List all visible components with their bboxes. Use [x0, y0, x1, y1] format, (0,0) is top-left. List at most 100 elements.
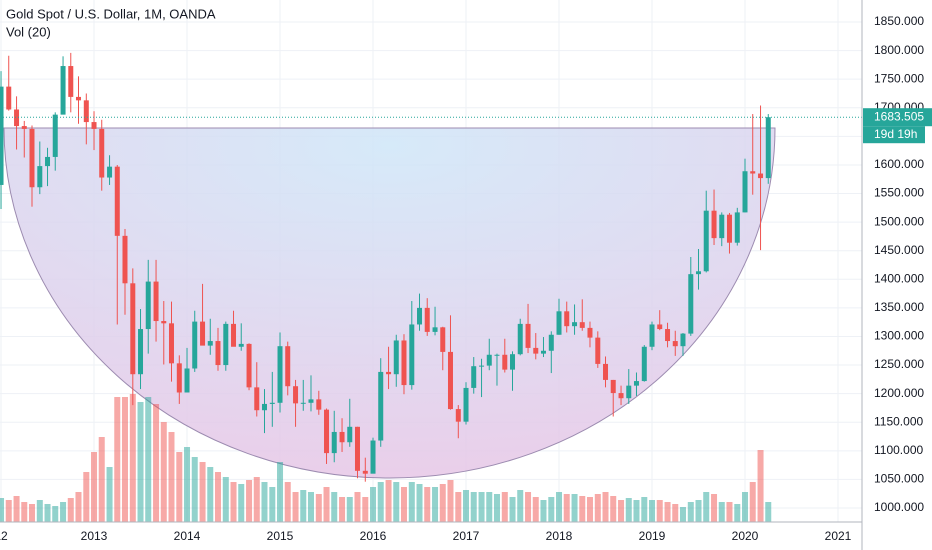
volume-bar: [424, 487, 431, 522]
candle-body: [726, 214, 732, 243]
candle-body: [107, 166, 113, 178]
candle-body: [231, 323, 237, 347]
candle-body: [246, 343, 252, 388]
candle-body: [734, 212, 740, 243]
volume-bar: [137, 402, 144, 522]
volume-bar: [749, 482, 756, 522]
volume-bar: [91, 452, 98, 522]
candle-body: [316, 399, 322, 410]
volume-bar: [571, 494, 578, 522]
volume-bar: [261, 482, 268, 522]
candle-body: [176, 363, 182, 393]
volume-bar: [21, 502, 28, 522]
candle-body: [6, 86, 12, 110]
candle-body: [308, 399, 314, 403]
volume-bar: [711, 494, 718, 522]
x-tick-label: 2015: [267, 529, 294, 543]
candle-body: [517, 323, 523, 355]
candle-body: [633, 381, 639, 386]
candle-body: [479, 365, 485, 367]
cup-shape: [3, 127, 776, 479]
candle-body: [45, 156, 51, 167]
candle-body: [393, 340, 399, 375]
volume-bar: [641, 497, 648, 522]
candle-body: [540, 350, 546, 354]
candle-body: [285, 346, 291, 387]
candle-body: [192, 321, 198, 369]
last-price-label: 1683.505: [874, 109, 924, 123]
candle-body: [641, 346, 647, 382]
candle-body: [409, 324, 415, 386]
volume-bar: [703, 492, 710, 522]
y-tick-label: 1350.000: [874, 300, 924, 314]
volume-bar: [602, 492, 609, 522]
x-tick-label: 2018: [546, 529, 573, 543]
x-tick-label: 2020: [732, 529, 759, 543]
candle-body: [37, 166, 43, 188]
candle-body: [533, 347, 539, 354]
volume-bar: [548, 497, 555, 522]
volume-bar: [52, 506, 59, 522]
volume-bar: [734, 504, 741, 522]
candle-body: [362, 470, 368, 474]
candle-body: [572, 322, 578, 327]
volume-bar: [455, 492, 462, 522]
volume-bar: [400, 487, 407, 522]
candle-body: [223, 323, 229, 366]
candle-body: [269, 402, 275, 404]
candle-body: [502, 354, 508, 370]
candle-body: [564, 311, 570, 327]
candle-body: [207, 341, 213, 346]
volume-bar: [540, 500, 547, 522]
volume-bar: [346, 497, 353, 522]
volume-label: Vol (20): [6, 24, 51, 39]
candle-body: [618, 393, 624, 399]
volume-bar: [586, 497, 593, 522]
volume-bar: [207, 467, 214, 522]
volume-bar: [408, 482, 415, 522]
candle-body: [719, 214, 725, 239]
volume-bar: [339, 497, 346, 522]
volume-bar: [687, 502, 694, 522]
candle-body: [603, 363, 609, 380]
candle-body: [168, 323, 174, 364]
volume-bar: [463, 490, 470, 522]
candle-body: [130, 283, 136, 375]
volume-bar: [238, 484, 245, 522]
volume-bar: [168, 432, 175, 522]
volume-bar: [362, 497, 369, 522]
volume-bar: [517, 490, 524, 522]
y-tick-label: 1200.000: [874, 386, 924, 400]
y-tick-label: 1500.000: [874, 214, 924, 228]
volume-bar: [742, 492, 749, 522]
volume-bar: [253, 477, 260, 522]
volume-bar: [656, 500, 663, 522]
candle-body: [455, 409, 461, 422]
volume-bar: [439, 484, 446, 522]
volume-bar: [199, 462, 206, 522]
volume-bar: [184, 447, 191, 522]
volume-bar: [718, 502, 725, 522]
volume-bar: [447, 480, 454, 522]
candle-body: [595, 337, 601, 364]
candle-body: [510, 354, 516, 370]
candle-body: [347, 426, 353, 443]
volume-bar: [532, 497, 539, 522]
candle-body: [610, 379, 616, 394]
x-tick-label: 2017: [453, 529, 480, 543]
x-tick-label: 2013: [81, 529, 108, 543]
candle-body: [711, 210, 717, 239]
candle-body: [424, 307, 430, 332]
volume-bar: [292, 492, 299, 522]
volume-bar: [214, 472, 221, 522]
volume-bar: [176, 452, 183, 522]
volume-bar: [664, 502, 671, 522]
volume-bar: [13, 496, 20, 522]
volume-bar: [191, 457, 198, 522]
volume-bar: [625, 498, 632, 522]
volume-bar: [765, 502, 772, 522]
volume-bar: [44, 504, 51, 522]
volume-bar: [757, 450, 764, 522]
